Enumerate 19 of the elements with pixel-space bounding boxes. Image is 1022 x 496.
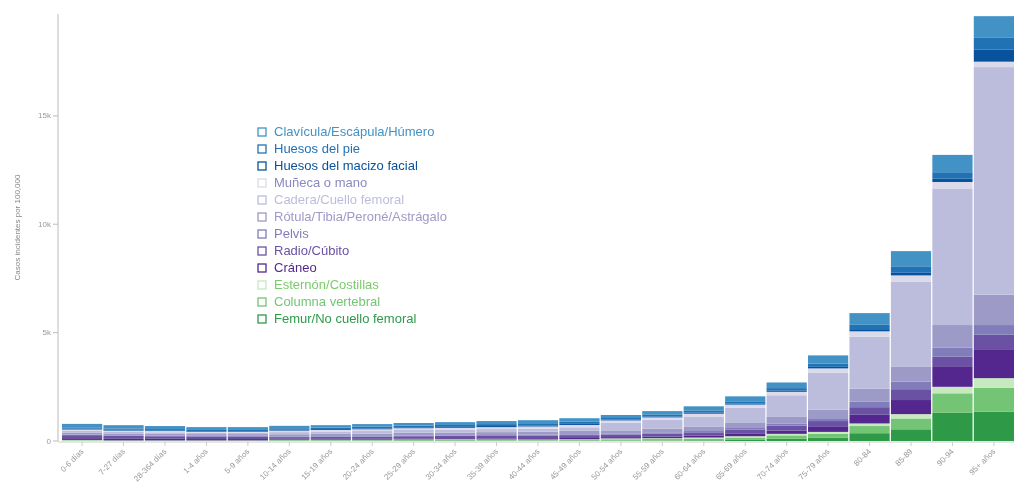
y-tick-label: 15k [38,111,52,121]
legend-label: Pelvis [274,226,310,241]
x-tick-label: 7-27 días [97,447,127,477]
x-tick-label: 0-6 días [58,447,86,474]
y-axis-title: Casos incidentes por 100,000 [13,174,22,281]
legend-label: Radio/Cúbito [274,243,350,258]
legend-label: Esternón/Costillas [274,277,380,292]
legend-label: Clavícula/Escápula/Húmero [274,124,435,139]
y-tick-label: 0 [46,436,52,446]
legend-label: Huesos del pie [274,141,360,156]
legend-label: Cadera/Cuello femoral [274,192,405,207]
legend-label: Cráneo [274,260,317,275]
y-tick-label: 10k [38,219,52,229]
legend-label: Muñeca o mano [274,175,368,190]
legend-label: Femur/No cuello femoral [274,311,417,326]
legend-label: Rótula/Tibia/Peroné/Astrágalo [274,209,447,224]
y-tick-label: 5k [42,328,52,338]
legend-label: Huesos del macizo facial [274,158,418,173]
legend-label: Columna vertebral [274,294,381,309]
